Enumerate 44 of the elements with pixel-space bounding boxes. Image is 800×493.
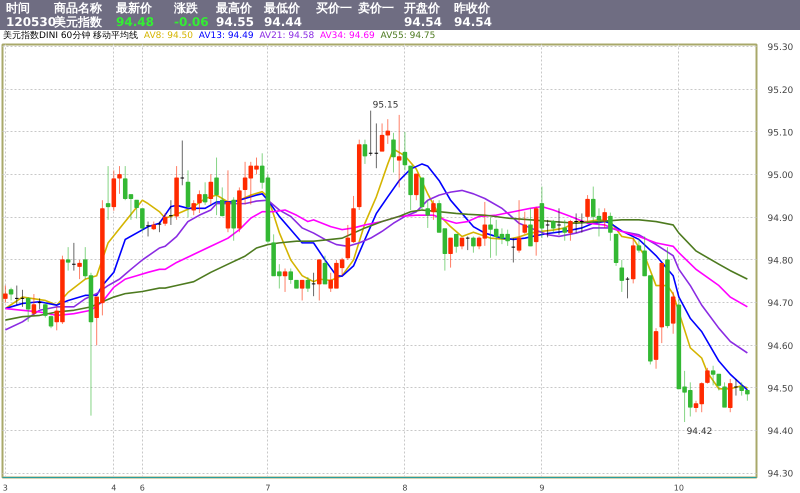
x-tick-label: 8 xyxy=(402,484,408,492)
annotation: 94.42 xyxy=(686,427,712,438)
x-tick-label: 10 xyxy=(674,484,684,492)
y-tick-label: 94.80 xyxy=(768,256,794,266)
y-tick-label: 94.50 xyxy=(768,384,794,394)
text: AV55: 94.75 xyxy=(380,31,436,41)
text: 94.55 xyxy=(216,14,254,31)
line-series xyxy=(4,190,748,354)
text: AV21: 94.58 xyxy=(259,31,314,41)
x-tick-label: 6 xyxy=(140,484,145,492)
y-tick-label: 94.60 xyxy=(768,342,794,352)
text: -0.06 xyxy=(174,14,209,31)
text: 94.54 xyxy=(404,14,442,31)
text: 时间 xyxy=(6,0,30,17)
text: 最高价 xyxy=(216,0,252,17)
text: 开盘价 xyxy=(404,0,440,17)
x-tick-label: 9 xyxy=(539,484,544,492)
y-tick-label: 94.40 xyxy=(768,427,794,438)
text: 94.54 xyxy=(454,14,492,31)
x-tick-label: 3 xyxy=(2,484,8,492)
chart-title: 美元指数DINI 60分钟 移动平均线 xyxy=(3,31,138,41)
y-tick-label: 95.10 xyxy=(768,128,794,138)
annotation: 95.15 xyxy=(372,100,398,111)
text: 涨跌 xyxy=(174,0,198,17)
text: AV8: 94.50 xyxy=(144,31,194,41)
text: 美元指数 xyxy=(54,14,102,30)
y-tick-label: 95.20 xyxy=(768,86,794,96)
text: 买价一 xyxy=(316,0,352,17)
text: 昨收价 xyxy=(454,0,490,17)
text: AV13: 94.49 xyxy=(198,31,254,41)
y-tick-label: 94.70 xyxy=(768,299,794,310)
text: 94.44 xyxy=(264,14,302,31)
text: 最新价 xyxy=(116,0,152,17)
text: 94.48 xyxy=(116,14,154,30)
x-tick-label: 4 xyxy=(111,484,116,492)
x-tick-label: 7 xyxy=(265,484,270,492)
y-tick-label: 95.30 xyxy=(768,43,794,54)
y-tick-label: 95.00 xyxy=(768,171,794,182)
y-tick-label: 94.30 xyxy=(768,470,794,480)
text: AV34: 94.69 xyxy=(320,31,375,41)
text: 商品名称 xyxy=(54,0,102,16)
text: 最低价 xyxy=(264,0,300,17)
text: 卖价一 xyxy=(358,0,394,17)
y-tick-label: 94.90 xyxy=(768,214,794,224)
